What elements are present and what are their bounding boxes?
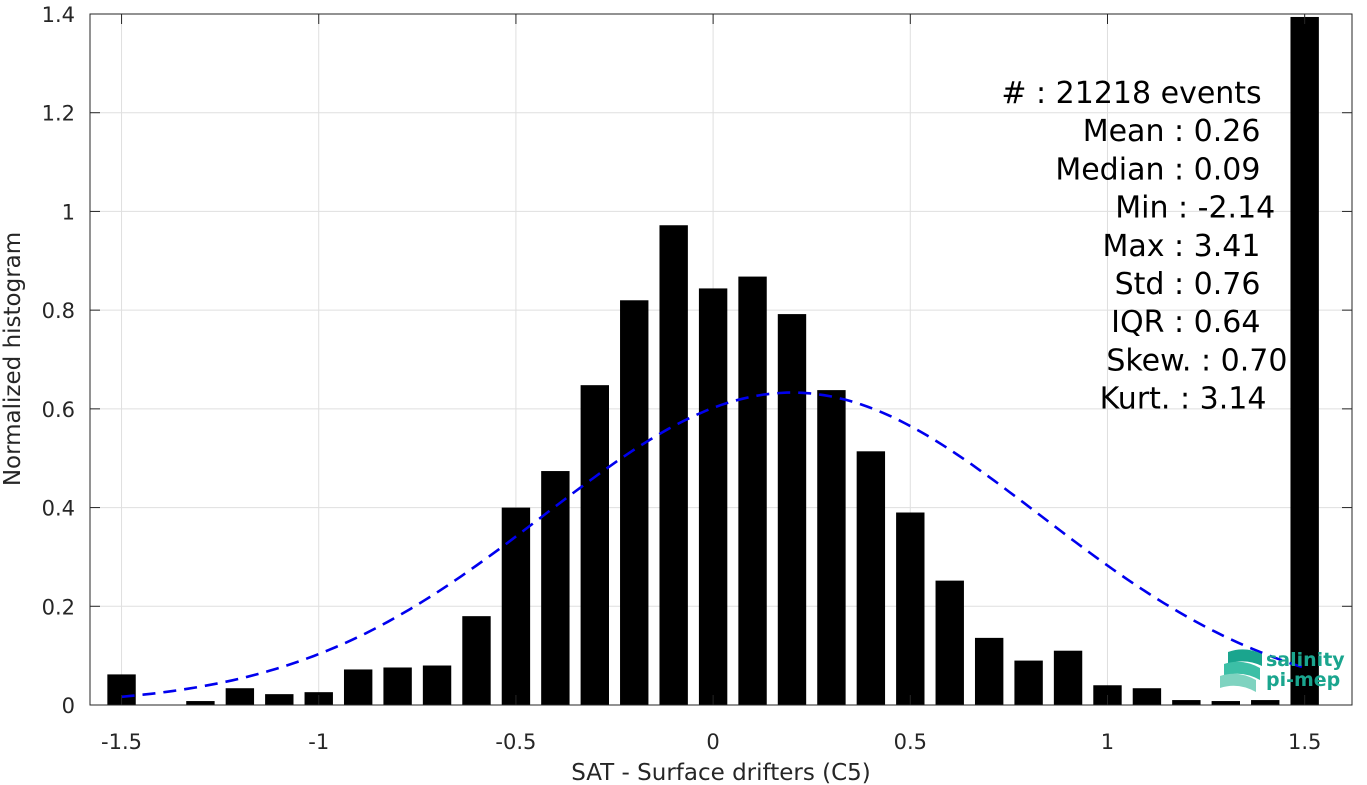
stats-label-7: Skew.: [1106, 343, 1201, 378]
x-tick-label-3: 0: [706, 730, 719, 754]
x-tick-label-5: 1: [1101, 730, 1114, 754]
histogram-bar-27: [1172, 700, 1201, 705]
x-tick-label-0: -1.5: [101, 730, 142, 754]
x-tick-label-2: -0.5: [495, 730, 536, 754]
stats-value-7: : 0.70: [1201, 343, 1287, 378]
stats-value-0: : 21218 events: [1036, 76, 1262, 111]
y-tick-label-2: 0.4: [42, 497, 75, 521]
histogram-bar-23: [1014, 660, 1043, 705]
logo-text-pi-mep: pi-mep: [1266, 669, 1340, 691]
histogram-bars: [107, 16, 1319, 706]
stats-line-5: Std : 0.76: [1115, 267, 1261, 302]
stats-line-2: Median : 0.09: [1055, 152, 1260, 187]
histogram-bar-30: [1290, 16, 1319, 706]
histogram-bar-21: [935, 580, 964, 705]
stats-line-6: IQR : 0.64: [1111, 305, 1260, 340]
histogram-bar-8: [422, 665, 452, 705]
stats-value-1: : 0.26: [1174, 114, 1260, 149]
histogram-bar-11: [541, 471, 570, 705]
y-tick-labels: 0 0.2 0.4 0.6 0.8 1 1.2 1.4: [42, 3, 75, 718]
histogram-bar-16: [738, 276, 767, 705]
histogram-bar-7: [383, 667, 412, 705]
histogram-bar-13: [620, 300, 649, 705]
histogram-bar-18: [817, 390, 846, 705]
stats-label-3: Min: [1115, 191, 1178, 226]
stats-value-5: : 0.76: [1174, 267, 1260, 302]
stats-line-4: Max : 3.41: [1102, 229, 1260, 264]
histogram-bar-26: [1132, 688, 1162, 705]
gaussian-fit-curve: [121, 391, 1306, 699]
logo-wave-icon: [1220, 649, 1262, 692]
histogram-bar-19: [856, 451, 886, 705]
y-tick-label-3: 0.6: [42, 398, 75, 422]
grid-lines: [90, 13, 1352, 706]
histogram-bar-14: [659, 225, 688, 705]
stats-value-2: : 0.09: [1174, 152, 1260, 187]
stats-label-1: Mean: [1083, 114, 1174, 149]
y-axis-label: Normalized histogram: [0, 232, 26, 486]
y-tick-label-4: 0.8: [42, 299, 75, 323]
histogram-bar-9: [462, 616, 491, 705]
stats-line-8: Kurt. : 3.14: [1100, 382, 1267, 417]
y-tick-label-7: 1.4: [42, 3, 75, 27]
stats-label-2: Median: [1055, 152, 1174, 187]
stats-value-8: : 3.14: [1180, 382, 1266, 417]
histogram-bar-17: [777, 314, 807, 705]
x-tick-label-6: 1.5: [1288, 730, 1321, 754]
stats-label-5: Std: [1115, 267, 1174, 302]
histogram-bar-24: [1053, 650, 1083, 705]
y-tick-label-1: 0.2: [42, 595, 75, 619]
histogram-bar-15: [698, 288, 728, 705]
histogram-bar-3: [225, 688, 255, 705]
stats-line-1: Mean : 0.26: [1083, 114, 1261, 149]
histogram-bar-29: [1251, 700, 1280, 705]
stats-label-6: IQR: [1111, 305, 1174, 340]
axes-box: [89, 13, 1353, 706]
stats-label-0: #: [1001, 76, 1036, 111]
stats-line-3: Min : -2.14: [1115, 191, 1275, 226]
logo-text-salinity: salinity: [1266, 649, 1345, 671]
stats-label-4: Max: [1102, 229, 1174, 264]
stats-value-3: : -2.14: [1178, 191, 1275, 226]
stats-label-8: Kurt.: [1100, 382, 1180, 417]
stats-line-0: # : 21218 events: [1001, 76, 1261, 111]
histogram-bar-10: [501, 507, 531, 705]
x-tick-label-1: -1: [308, 730, 329, 754]
histogram-bar-6: [343, 669, 373, 705]
salinity-pi-mep-logo: salinity pi-mep: [1220, 649, 1345, 692]
x-axis-label: SAT - Surface drifters (C5): [571, 760, 871, 785]
stats-value-6: : 0.64: [1174, 305, 1260, 340]
y-tick-label-5: 1: [62, 200, 75, 224]
y-tick-label-0: 0: [62, 694, 75, 718]
histogram-bar-20: [896, 512, 925, 705]
axis-ticks: [90, 13, 1352, 706]
histogram-bar-2: [186, 701, 215, 705]
x-tick-label-4: 0.5: [894, 730, 927, 754]
y-tick-label-6: 1.2: [42, 102, 75, 126]
x-tick-labels: -1.5 -1 -0.5 0 0.5 1 1.5: [101, 730, 1321, 754]
histogram-bar-12: [580, 385, 609, 705]
stats-line-7: Skew. : 0.70: [1106, 343, 1287, 378]
stats-value-4: : 3.41: [1174, 229, 1260, 264]
histogram-bar-22: [974, 637, 1004, 705]
histogram-bar-28: [1211, 701, 1240, 705]
histogram-bar-4: [265, 694, 294, 705]
